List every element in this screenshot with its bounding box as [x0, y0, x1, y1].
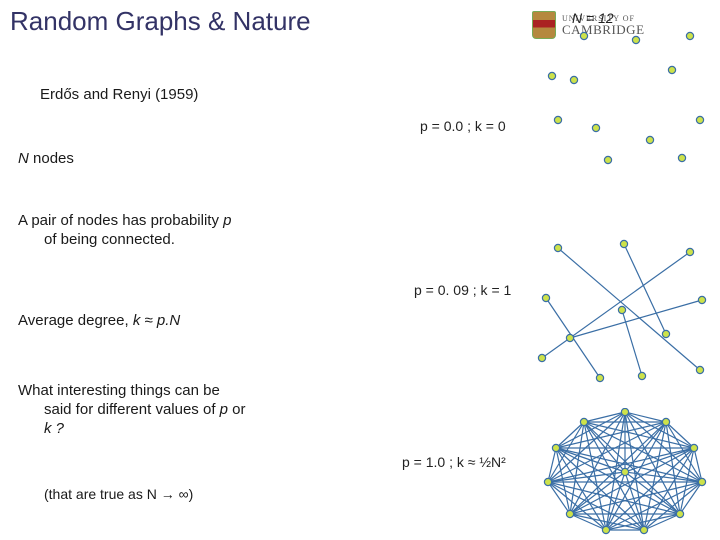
random-graph-p1 [540, 408, 710, 536]
pair-probability-line: A pair of nodes has probability p of bei… [18, 212, 378, 250]
n-nodes-line: N nodes [18, 150, 74, 169]
pair-text-2: of being connected. [18, 231, 378, 250]
q-text-2: said for different values of [44, 401, 220, 418]
slide: Random Graphs & Nature UNIVERSITY OF CAM… [0, 0, 720, 540]
caption-graph-3: p = 1.0 ; k ≈ ½N² [402, 454, 506, 470]
nodes-word: nodes [29, 150, 74, 167]
random-graph-p009 [530, 238, 710, 388]
n-italic: N [18, 150, 29, 167]
k-approx-pn: k ≈ p.N [133, 312, 180, 329]
caption-graph-1: p = 0.0 ; k = 0 [420, 118, 506, 134]
n-to-infinity-note: (that are true as N → ∞) [44, 486, 193, 504]
p-italic: p [223, 212, 231, 229]
q-text-1: What interesting things can be [18, 382, 220, 399]
n-equals-12-label: N = 12 [572, 10, 614, 26]
q-k: k ? [44, 420, 64, 437]
slide-title: Random Graphs & Nature [10, 6, 311, 37]
q-or: or [228, 401, 246, 418]
avg-label: Average degree, [18, 312, 133, 329]
q-p: p [220, 401, 228, 418]
question-line: What interesting things can be said for … [18, 382, 378, 438]
avg-degree-line: Average degree, k ≈ p.N [18, 312, 180, 331]
pair-text-1: A pair of nodes has probability [18, 212, 223, 229]
caption-graph-2: p = 0. 09 ; k = 1 [414, 282, 511, 298]
random-graph-p0 [540, 28, 710, 168]
erdos-renyi-citation: Erdős and Renyi (1959) [40, 86, 198, 105]
